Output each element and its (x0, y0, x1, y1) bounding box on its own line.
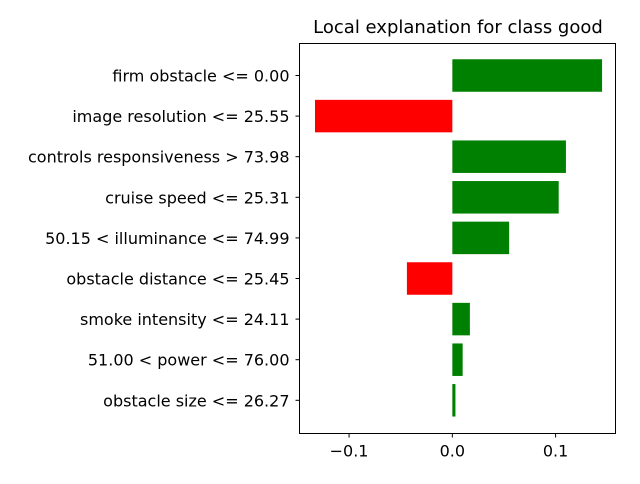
plot-frame (299, 43, 616, 434)
bar (452, 302, 470, 336)
x-axis-ticks: −0.1 0.0 0.1 (330, 433, 568, 461)
y-tick-label: 51.00 < power <= 76.00 (88, 351, 290, 370)
bar (452, 384, 456, 417)
bar (452, 343, 463, 376)
y-tick-label: cruise speed <= 25.31 (105, 188, 289, 207)
bars-layer (314, 59, 603, 417)
y-tick-label: firm obstacle <= 0.00 (112, 67, 289, 86)
bar (452, 140, 566, 173)
bar (452, 59, 603, 92)
y-tick-label: obstacle distance <= 25.45 (66, 270, 289, 289)
x-tick-label: 0.0 (440, 442, 465, 461)
bar (452, 221, 510, 255)
y-tick-label: obstacle size <= 26.27 (103, 391, 289, 410)
chart-title: Local explanation for class good (313, 17, 603, 38)
x-tick-label: 0.1 (543, 442, 568, 461)
x-tick-label: −0.1 (330, 442, 369, 461)
y-tick-labels: firm obstacle <= 0.00 image resolution <=… (28, 67, 300, 410)
y-tick-label: controls responsiveness > 73.98 (28, 148, 290, 167)
y-tick-label: smoke intensity <= 24.11 (80, 310, 290, 329)
bar (314, 99, 453, 133)
y-tick-label: 50.15 < illuminance <= 74.99 (45, 229, 289, 248)
bar (452, 181, 559, 214)
y-tick-label: image resolution <= 25.55 (72, 107, 289, 126)
bar (406, 262, 453, 295)
